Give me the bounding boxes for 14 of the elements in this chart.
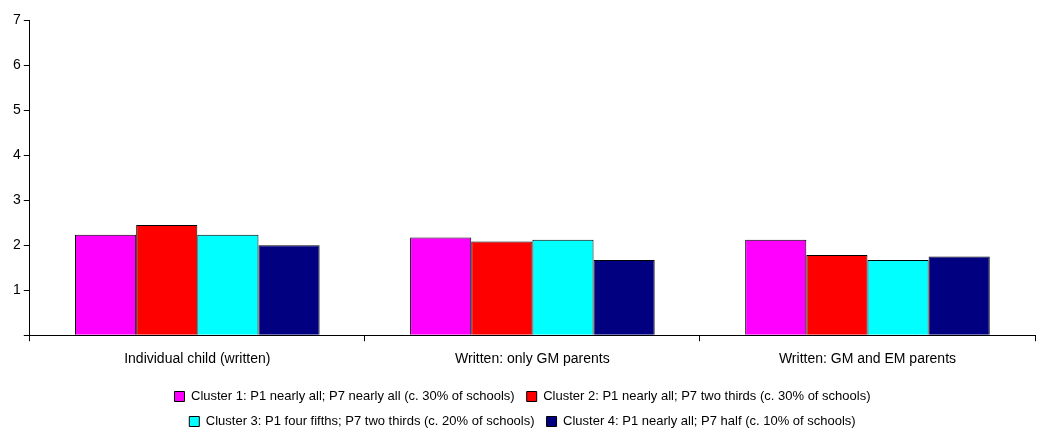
legend-label: Cluster 3: P1 four fifths; P7 two thirds (c. 20% of schools): [205, 413, 535, 429]
x-tick-label: Individual child (written): [124, 350, 271, 367]
y-tick-label: 3: [12, 190, 21, 207]
y-tick-label: 2: [12, 236, 21, 252]
x-tick-label: Written: GM and EM parents: [778, 350, 957, 367]
y-tick-label: 7: [12, 10, 21, 27]
y-tick-label: 6: [12, 55, 21, 72]
y-tick-label: 1: [12, 281, 21, 298]
y-tick-label: 5: [12, 100, 21, 117]
legend-label: Cluster 2: P1 nearly all; P7 two thirds (c. 30% of schools): [543, 388, 871, 404]
x-tick-label: Written: only GM parents: [455, 350, 610, 367]
legend-label: Cluster 4: P1 nearly all; P7 half (c. 10% of schools): [563, 413, 856, 429]
y-tick-label: 4: [12, 145, 21, 162]
legend-label: Cluster 1: P1 nearly all; P7 nearly all (c. 30% of schools): [191, 388, 515, 404]
